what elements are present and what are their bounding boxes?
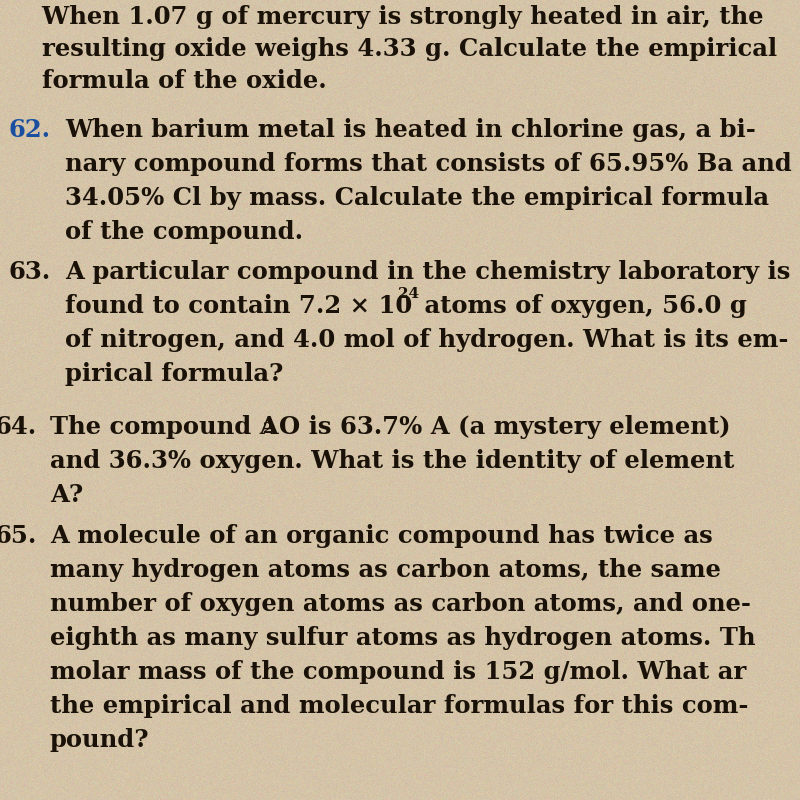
Text: found to contain 7.2 × 10: found to contain 7.2 × 10 (65, 294, 412, 318)
Text: the empirical and molecular formulas for this com-: the empirical and molecular formulas for… (50, 694, 749, 718)
Text: 63.: 63. (8, 260, 50, 284)
Text: 65.: 65. (0, 524, 38, 548)
Text: formula of the oxide.: formula of the oxide. (8, 69, 326, 93)
Text: resulting oxide weighs 4.33 g. Calculate the empirical: resulting oxide weighs 4.33 g. Calculate… (8, 37, 777, 61)
Text: A particular compound in the chemistry laboratory is: A particular compound in the chemistry l… (65, 260, 790, 284)
Text: 62.: 62. (8, 118, 50, 142)
Text: eighth as many sulfur atoms as hydrogen atoms. Th: eighth as many sulfur atoms as hydrogen … (50, 626, 755, 650)
Text: of nitrogen, and 4.0 mol of hydrogen. What is its em-: of nitrogen, and 4.0 mol of hydrogen. Wh… (65, 328, 789, 352)
Text: pound?: pound? (50, 728, 150, 752)
Text: O is 63.7% A (a mystery element): O is 63.7% A (a mystery element) (279, 415, 730, 439)
Text: A molecule of an organic compound has twice as: A molecule of an organic compound has tw… (50, 524, 713, 548)
Text: 24: 24 (398, 287, 419, 301)
Text: and 36.3% oxygen. What is the identity of element: and 36.3% oxygen. What is the identity o… (50, 449, 734, 473)
Text: When 1.07 g of mercury is strongly heated in air, the: When 1.07 g of mercury is strongly heate… (8, 5, 763, 29)
Text: When barium metal is heated in chlorine gas, a bi-: When barium metal is heated in chlorine … (65, 118, 756, 142)
Text: many hydrogen atoms as carbon atoms, the same: many hydrogen atoms as carbon atoms, the… (50, 558, 721, 582)
Text: of the compound.: of the compound. (65, 220, 303, 244)
Text: nary compound forms that consists of 65.95% Ba and: nary compound forms that consists of 65.… (65, 152, 792, 176)
Text: A?: A? (50, 483, 83, 507)
Text: 2: 2 (263, 422, 274, 436)
Text: 34.05% Cl by mass. Calculate the empirical formula: 34.05% Cl by mass. Calculate the empiric… (65, 186, 769, 210)
Text: The compound A: The compound A (50, 415, 278, 439)
Text: number of oxygen atoms as carbon atoms, and one-: number of oxygen atoms as carbon atoms, … (50, 592, 751, 616)
Text: molar mass of the compound is 152 g/mol. What ar: molar mass of the compound is 152 g/mol.… (50, 660, 746, 684)
Text: 64.: 64. (0, 415, 38, 439)
Text: atoms of oxygen, 56.0 g: atoms of oxygen, 56.0 g (416, 294, 747, 318)
Text: pirical formula?: pirical formula? (65, 362, 283, 386)
